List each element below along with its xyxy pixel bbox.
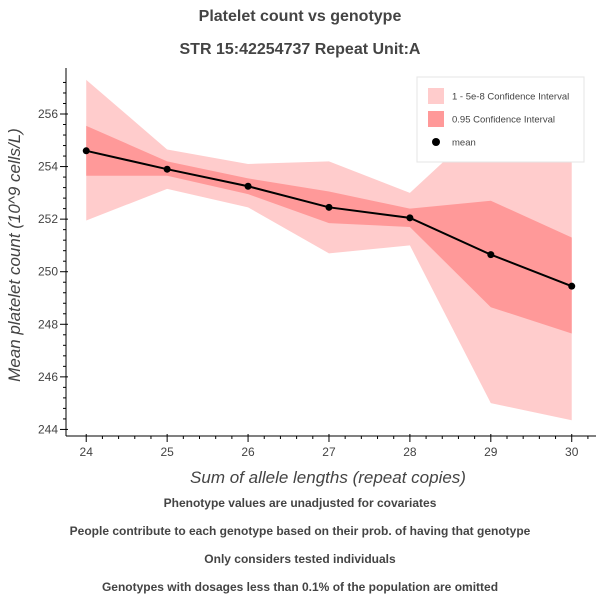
note-unadjusted: Phenotype values are unadjusted for cova… [163, 496, 437, 510]
legend-mean-marker [432, 138, 440, 146]
y-tick-label-246: 246 [38, 370, 58, 384]
y-tick-label-244: 244 [38, 422, 58, 436]
legend-ci-95-label: 0.95 Confidence Interval [452, 115, 555, 126]
y-tick-label-248: 248 [38, 317, 58, 331]
y-tick-label-254: 254 [38, 160, 58, 174]
y-tick-label-252: 252 [38, 212, 58, 226]
mean-point-30 [568, 282, 576, 290]
mean-point-25 [163, 165, 171, 173]
legend-box [416, 76, 585, 163]
legend-ci-wide-swatch [428, 88, 444, 104]
note-omitted: Genotypes with dosages less than 0.1% of… [101, 580, 499, 594]
mean-point-28 [406, 214, 414, 222]
chart-title: Platelet count vs genotype [198, 8, 402, 25]
x-axis-label: Sum of allele lengths (repeat copies) [190, 468, 466, 487]
x-tick-label-29: 29 [484, 445, 498, 459]
x-tick-label-30: 30 [565, 445, 579, 459]
mean-point-29 [487, 251, 495, 259]
x-tick-label-24: 24 [80, 445, 94, 459]
x-tick-label-26: 26 [241, 445, 255, 459]
legend-mean-label: mean [452, 138, 476, 149]
y-tick-label-256: 256 [38, 107, 58, 121]
y-tick-label-250: 250 [38, 265, 58, 279]
x-tick-label-27: 27 [322, 445, 336, 459]
note-contribution: People contribute to each genotype based… [69, 524, 531, 538]
mean-point-24 [82, 147, 90, 155]
legend-ci-95-swatch [428, 111, 444, 127]
x-tick-label-28: 28 [403, 445, 417, 459]
legend-ci-wide-label: 1 - 5e-8 Confidence Interval [452, 92, 569, 103]
mean-point-27 [325, 203, 333, 211]
mean-point-26 [244, 182, 252, 190]
x-tick-label-25: 25 [160, 445, 174, 459]
chart-plot: 24 25 26 27 28 29 30 244 246 248 250 252 254 256 Sum o… [5, 68, 596, 487]
note-tested: Only considers tested individuals [204, 552, 396, 566]
y-axis-label: Mean platelet count (10^9 cells/L) [5, 128, 24, 382]
ci-wide-band [86, 79, 572, 421]
chart-subtitle: STR 15:42254737 Repeat Unit:A [179, 41, 421, 58]
